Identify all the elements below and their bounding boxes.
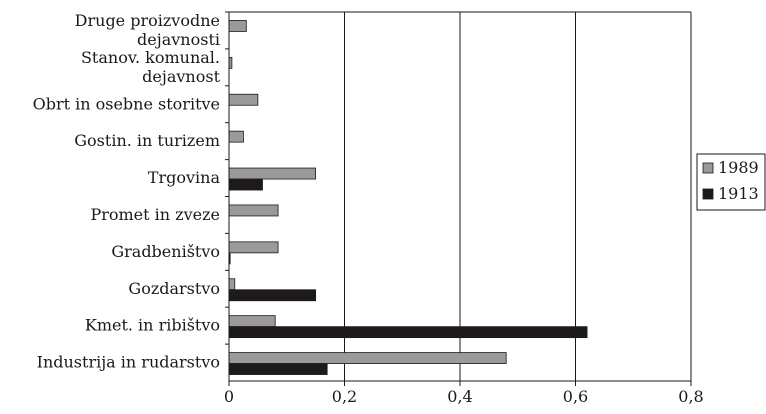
category-label-6-0: Gradbeništvo [111, 242, 220, 261]
category-label-8-0: Kmet. in ribištvo [85, 316, 220, 335]
bars [228, 20, 588, 375]
bar-1989-5 [228, 204, 279, 217]
legend-label-1913: 1913 [718, 184, 759, 203]
bar-1989-0 [228, 20, 247, 32]
legend-swatch-1913 [702, 188, 714, 200]
category-label-3-0: Gostin. in turizem [74, 131, 220, 150]
category-label-1-1: dejavnost [142, 67, 220, 86]
category-label-1-0: Stanov. komunal. [81, 48, 220, 67]
legend: 1989 1913 [696, 153, 766, 211]
x-tick-label-3: 0,6 [563, 387, 588, 406]
bar-1989-6 [228, 241, 279, 254]
bar-1989-3 [228, 130, 244, 143]
gridlines [344, 12, 692, 381]
x-tick-label-0: 0 [224, 387, 234, 406]
bar-1913-7 [228, 289, 317, 302]
bar-1913-8 [228, 326, 588, 339]
bar-1989-4 [228, 167, 317, 180]
x-tick-label-4: 0,8 [678, 387, 703, 406]
category-label-5-0: Promet in zveze [90, 205, 220, 224]
bar-1913-4 [228, 178, 263, 191]
legend-label-1989: 1989 [718, 158, 759, 177]
x-tick-label-2: 0,4 [447, 387, 472, 406]
category-label-0-0: Druge proizvodne [75, 11, 220, 30]
category-label-2-0: Obrt in osebne storitve [33, 94, 220, 113]
x-tick-label-1: 0,2 [332, 387, 357, 406]
bar-1989-2 [228, 93, 259, 106]
bar-1989-8 [228, 315, 276, 328]
category-label-9-0: Industrija in rudarstvo [37, 353, 220, 372]
category-label-7-0: Gozdarstvo [128, 279, 220, 298]
legend-swatch-1989 [702, 162, 714, 174]
axes [225, 11, 692, 386]
tick-labels: 0 0,2 0,4 0,6 0,8 [224, 387, 704, 406]
bar-1989-7 [228, 278, 236, 291]
bar-1913-9 [228, 363, 328, 375]
bar-1989-9 [228, 352, 507, 364]
category-label-4-0: Trgovina [148, 168, 221, 187]
category-label-0-1: dejavnosti [137, 30, 220, 49]
